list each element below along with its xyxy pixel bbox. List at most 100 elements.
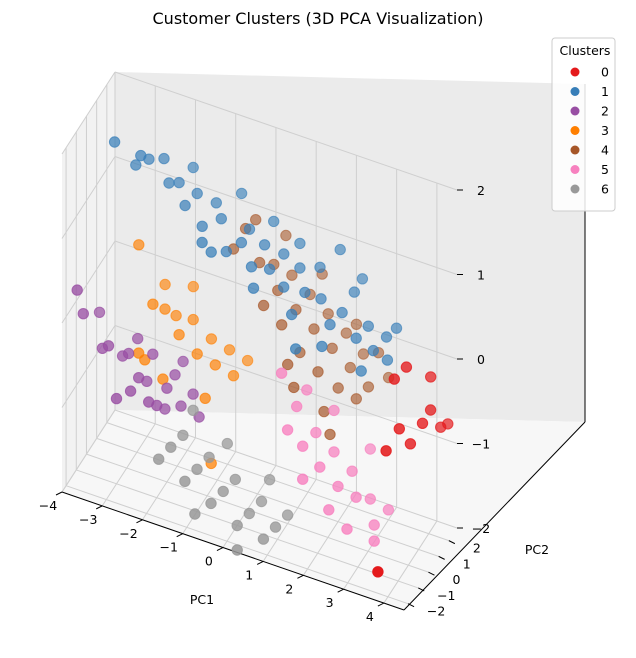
point-cluster-6 bbox=[165, 441, 177, 453]
point-cluster-4 bbox=[280, 229, 292, 242]
point-cluster-4 bbox=[312, 366, 324, 378]
point-cluster-1 bbox=[336, 306, 348, 319]
point-cluster-1 bbox=[348, 286, 360, 298]
grid-x-floor bbox=[101, 423, 156, 507]
y-tick-label: 0 bbox=[453, 572, 461, 587]
grid-z-left bbox=[61, 71, 116, 155]
point-cluster-1 bbox=[334, 243, 346, 256]
point-cluster-1 bbox=[205, 246, 217, 258]
legend-box bbox=[551, 37, 616, 212]
point-cluster-5 bbox=[364, 493, 376, 505]
x-tick-label: 3 bbox=[326, 595, 334, 610]
point-cluster-3 bbox=[223, 344, 236, 356]
point-cluster-1 bbox=[247, 282, 260, 294]
point-cluster-5 bbox=[382, 504, 395, 516]
legend-marker-2 bbox=[570, 106, 580, 116]
point-cluster-4 bbox=[318, 405, 330, 418]
point-cluster-0 bbox=[425, 371, 437, 383]
legend-label-1: 1 bbox=[601, 84, 609, 99]
point-cluster-1 bbox=[187, 161, 199, 174]
point-cluster-1 bbox=[367, 344, 379, 357]
point-cluster-5 bbox=[350, 491, 362, 503]
x-tick-label: −1 bbox=[159, 540, 177, 555]
point-cluster-6 bbox=[203, 451, 215, 463]
point-cluster-1 bbox=[268, 215, 280, 228]
x-tick bbox=[96, 505, 103, 510]
point-cluster-3 bbox=[241, 354, 254, 367]
legend-marker-6 bbox=[570, 184, 580, 194]
point-cluster-1 bbox=[158, 152, 170, 165]
point-cluster-6 bbox=[189, 508, 201, 520]
legend: Clusters 0 1 2 3 4 5 6 bbox=[551, 37, 616, 212]
legend-marker-5 bbox=[570, 165, 580, 174]
x-tick bbox=[297, 574, 304, 579]
point-cluster-5 bbox=[314, 461, 326, 473]
point-cluster-2 bbox=[169, 369, 181, 381]
point-cluster-1 bbox=[278, 281, 290, 293]
point-cluster-1 bbox=[179, 199, 191, 212]
point-cluster-1 bbox=[235, 236, 248, 249]
point-cluster-2 bbox=[77, 308, 90, 320]
point-cluster-4 bbox=[340, 327, 352, 339]
point-cluster-1 bbox=[215, 213, 228, 225]
point-cluster-4 bbox=[308, 323, 320, 335]
point-cluster-6 bbox=[191, 463, 203, 475]
point-cluster-1 bbox=[286, 308, 298, 321]
z-tick-label: 1 bbox=[477, 268, 485, 283]
point-cluster-1 bbox=[130, 159, 142, 171]
grid-z-back bbox=[114, 240, 458, 360]
point-cluster-4 bbox=[350, 318, 363, 330]
legend-marker-4 bbox=[570, 145, 580, 155]
point-cluster-1 bbox=[258, 239, 271, 251]
y-tick bbox=[438, 555, 445, 560]
point-cluster-0 bbox=[435, 421, 447, 433]
y-tick-label: −1 bbox=[437, 588, 455, 603]
legend-label-4: 4 bbox=[601, 143, 609, 158]
grid-z-left bbox=[61, 240, 116, 324]
grid-z-left bbox=[61, 409, 116, 493]
point-cluster-6 bbox=[221, 437, 234, 450]
point-cluster-4 bbox=[250, 214, 262, 226]
point-cluster-5 bbox=[301, 384, 313, 396]
grid-x-floor bbox=[262, 479, 317, 562]
point-cluster-2 bbox=[187, 388, 199, 400]
point-cluster-4 bbox=[326, 342, 338, 354]
point-cluster-0 bbox=[404, 438, 417, 450]
x-tick-label: −2 bbox=[119, 526, 137, 541]
x-axis-label: PC1 bbox=[190, 592, 214, 607]
point-cluster-3 bbox=[170, 309, 182, 322]
legend-label-5: 5 bbox=[601, 162, 609, 177]
point-cluster-6 bbox=[257, 533, 270, 545]
z-tick-label: −1 bbox=[472, 437, 490, 452]
point-cluster-2 bbox=[143, 396, 155, 408]
z-tick-label: 2 bbox=[477, 183, 485, 198]
point-cluster-4 bbox=[282, 358, 294, 371]
grid-y-floor bbox=[76, 469, 419, 589]
x-tick-label: −3 bbox=[79, 512, 97, 527]
point-cluster-1 bbox=[196, 220, 208, 233]
point-cluster-1 bbox=[381, 354, 394, 366]
point-cluster-2 bbox=[93, 306, 106, 318]
point-cluster-0 bbox=[424, 404, 437, 416]
point-cluster-6 bbox=[187, 404, 199, 416]
point-cluster-0 bbox=[393, 423, 405, 435]
y-tick-label: 1 bbox=[463, 556, 471, 571]
point-cluster-3 bbox=[187, 280, 200, 293]
point-cluster-4 bbox=[288, 381, 300, 394]
point-cluster-3 bbox=[227, 370, 240, 382]
point-cluster-1 bbox=[299, 286, 311, 299]
point-cluster-5 bbox=[346, 465, 358, 477]
point-cluster-1 bbox=[108, 136, 121, 148]
legend-marker-1 bbox=[570, 87, 580, 96]
point-cluster-5 bbox=[364, 443, 376, 455]
point-cluster-0 bbox=[400, 361, 413, 373]
point-cluster-5 bbox=[281, 424, 294, 436]
point-cluster-1 bbox=[263, 263, 276, 275]
x-tick-label: 0 bbox=[205, 554, 213, 569]
grid-z-back bbox=[114, 71, 458, 191]
point-cluster-4 bbox=[332, 382, 344, 394]
y-axis-line bbox=[403, 421, 586, 611]
grid-x-floor bbox=[302, 493, 357, 576]
grid-z-left bbox=[61, 325, 116, 408]
x-tick-label: −4 bbox=[39, 498, 57, 513]
